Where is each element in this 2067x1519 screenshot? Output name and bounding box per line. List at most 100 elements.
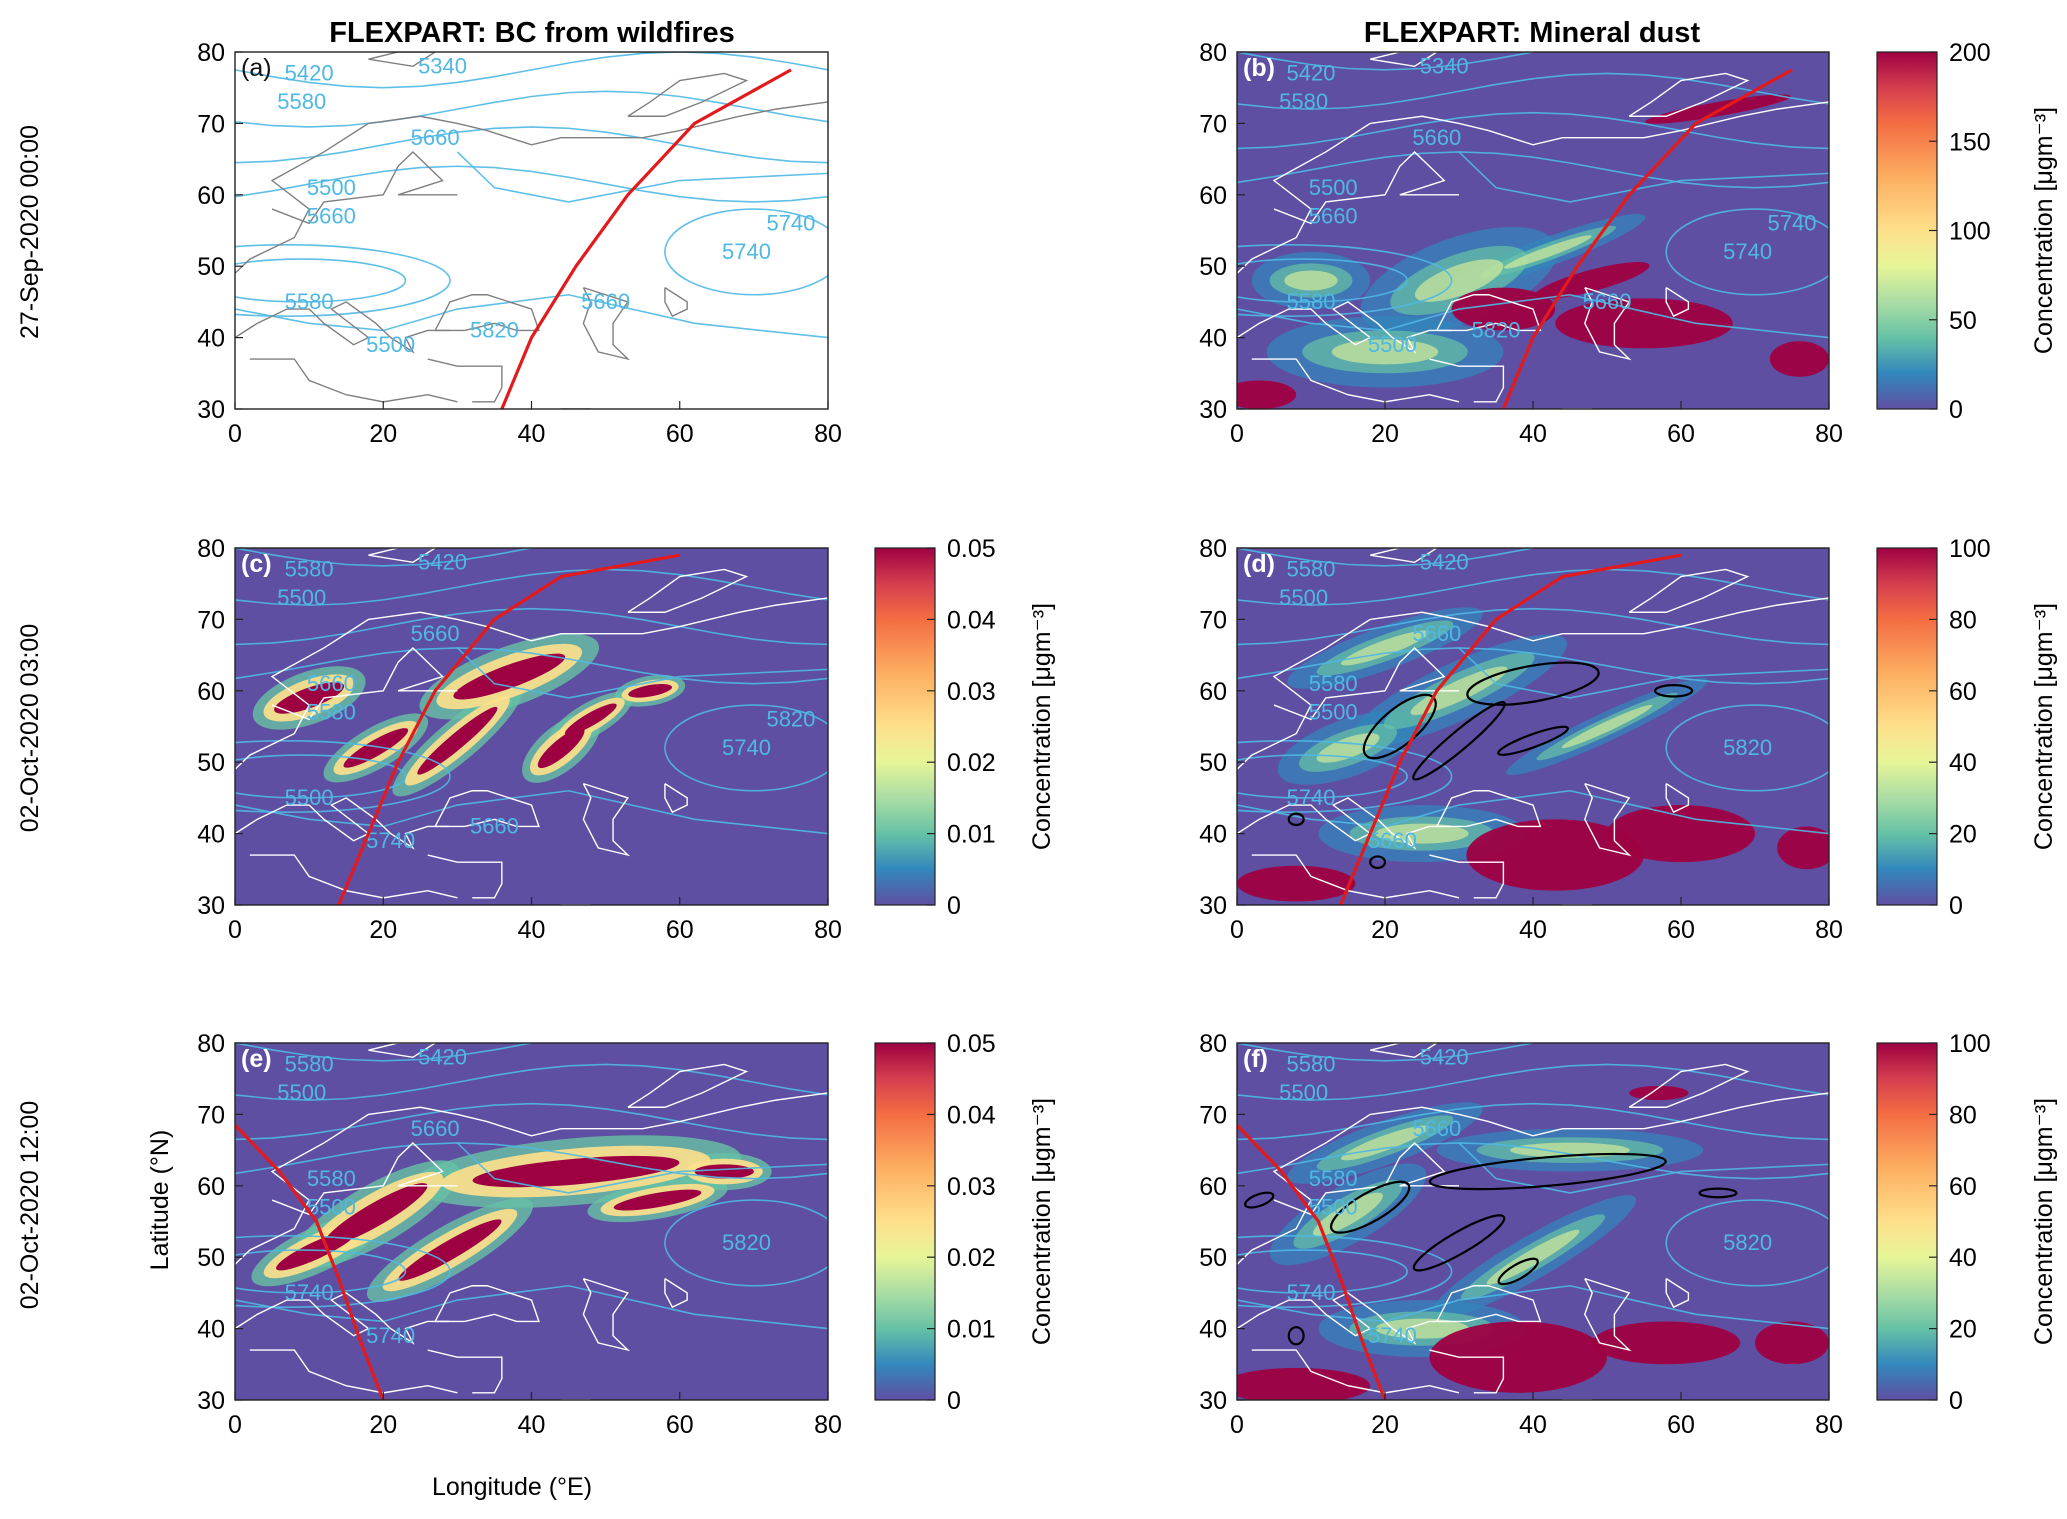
dust-hotspot — [1237, 865, 1356, 902]
dust-hotspot — [1607, 805, 1755, 863]
y-tick-label: 40 — [197, 325, 225, 353]
y-tick-label: 30 — [197, 892, 225, 920]
isoline-label: 5660 — [307, 203, 356, 228]
colorbar-label: Concentration [μgm⁻³] — [2030, 107, 2058, 354]
colorbar-tick-label: 100 — [1949, 1030, 1991, 1058]
isoline-label: 5500 — [285, 785, 334, 810]
y-tick-label: 70 — [197, 110, 225, 138]
colorbar-tick-label: 200 — [1949, 39, 1991, 67]
y-tick-label: 30 — [1199, 1387, 1227, 1415]
geopotential-isoline — [456, 647, 828, 699]
geopotential-isoline — [1237, 1234, 1453, 1308]
dust-hotspot — [1429, 1321, 1607, 1393]
geopotential-isoline — [235, 1284, 828, 1330]
colorbar-tick-label: 40 — [1949, 1244, 1977, 1272]
threshold-contour — [1329, 1180, 1411, 1234]
isoline-label: 5500 — [307, 1194, 356, 1219]
x-tick-label: 40 — [1519, 420, 1547, 448]
geopotential-isoline — [1458, 1142, 1829, 1194]
coastline — [664, 783, 688, 814]
geopotential-isoline — [1237, 789, 1829, 835]
x-tick-label: 40 — [518, 916, 546, 944]
coastline — [235, 797, 450, 850]
y-tick-label: 30 — [197, 1387, 225, 1415]
geopotential-isoline — [456, 1142, 828, 1194]
x-tick-label: 20 — [369, 1411, 397, 1439]
coastline — [368, 52, 437, 68]
map-panel-a: 5420 5340 5580 5660 5500 5660 5580 5500 5740 5820… — [197, 39, 842, 448]
dust-hotspot — [1769, 341, 1829, 377]
trajectory-line — [1339, 553, 1682, 905]
isoline-label: 5580 — [307, 699, 356, 724]
isoline-label: 5740 — [722, 735, 771, 760]
isoline-label: 5580 — [1309, 671, 1358, 696]
isoline-label: 5580 — [277, 89, 326, 114]
coastline — [249, 1349, 458, 1394]
coastline — [1628, 568, 1750, 613]
map-panel-f: 5580 5420 5500 5660 5580 5500 5740 5740 5820 (f) 0… — [1199, 1030, 2058, 1439]
isoline-label: 5740 — [285, 1280, 334, 1305]
coastline — [1584, 782, 1632, 857]
colorbar-tick-label: 0 — [947, 1387, 961, 1415]
x-tick-label: 0 — [1230, 1411, 1244, 1439]
colorbar-tick-label: 60 — [1949, 678, 1977, 706]
coastline — [664, 287, 688, 318]
coastline — [627, 1063, 749, 1108]
isoline-label: 5580 — [1287, 557, 1336, 582]
coastline — [1665, 1278, 1690, 1309]
geopotential-isoline — [235, 1249, 407, 1294]
y-tick-label: 50 — [197, 253, 225, 281]
dust-field-high — [1414, 259, 1504, 302]
y-tick-label: 60 — [197, 678, 225, 706]
coastline — [1273, 1141, 1459, 1216]
geopotential-isoline — [1237, 1249, 1408, 1294]
map-background — [235, 52, 828, 409]
geopotential-isoline — [235, 647, 828, 685]
threshold-contour — [1698, 1187, 1738, 1199]
geopotential-isoline — [664, 704, 828, 792]
y-tick-label: 50 — [1199, 253, 1227, 281]
coastline — [1436, 1285, 1542, 1323]
bc-plume-core — [343, 728, 409, 768]
colorbar-tick-label: 60 — [1949, 1173, 1977, 1201]
isoline-label: 5500 — [1279, 1080, 1328, 1105]
dust-field-high — [1486, 1229, 1580, 1285]
coastline — [235, 101, 828, 318]
isoline-label: 5420 — [418, 1044, 467, 1069]
x-tick-label: 80 — [814, 420, 842, 448]
map-panel-b: 5420 5340 5580 5660 5500 5660 5580 5500 5740 5820… — [1199, 39, 2058, 448]
coastline — [434, 294, 540, 332]
panel-label: (e) — [241, 1045, 272, 1073]
y-tick-label: 60 — [1199, 678, 1227, 706]
colorbar-tick-label: 100 — [1949, 535, 1991, 563]
isoline-label: 5740 — [722, 239, 771, 264]
y-tick-label: 80 — [197, 1030, 225, 1058]
x-tick-label: 60 — [1667, 916, 1695, 944]
panel-label: (a) — [241, 54, 272, 82]
isoline-label: 5740 — [766, 211, 815, 236]
panel-label: (d) — [1243, 550, 1275, 578]
geopotential-isoline — [1237, 72, 1829, 110]
geopotential-isoline — [1237, 754, 1408, 799]
colorbar-gradient — [1876, 51, 1938, 410]
y-tick-label: 70 — [1199, 110, 1227, 138]
geopotential-isoline — [235, 1102, 828, 1141]
geopotential-isoline — [1237, 1102, 1829, 1141]
y-tick-label: 70 — [197, 606, 225, 634]
isoline-label: 5500 — [277, 585, 326, 610]
y-tick-label: 60 — [1199, 1173, 1227, 1201]
y-tick-label: 40 — [1199, 325, 1227, 353]
coastline — [627, 568, 749, 613]
isoline-label: 5820 — [1723, 735, 1772, 760]
column-title-bc: FLEXPART: BC from wildfires — [329, 17, 735, 49]
panel-label: (f) — [1243, 1045, 1268, 1073]
colorbar: 0 0.01 0.02 0.03 0.04 0.05 Concentration [μgm⁻… — [874, 1030, 1056, 1415]
x-tick-label: 0 — [1230, 420, 1244, 448]
bc-plume-core — [417, 706, 498, 775]
colorbar: 0 0.01 0.02 0.03 0.04 0.05 Concentration [μgm⁻… — [874, 535, 1056, 920]
isoline-label: 5340 — [418, 53, 467, 78]
coastline — [1251, 358, 1460, 403]
bc-plume-core — [398, 1219, 502, 1281]
colorbar-label: Concentration [μgm⁻³] — [1028, 1098, 1056, 1345]
isoline-label: 5580 — [285, 557, 334, 582]
